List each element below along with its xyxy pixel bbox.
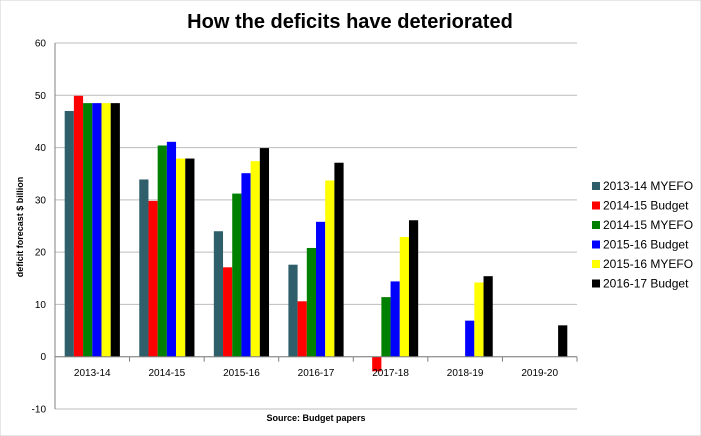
y-tick-label: 50 — [35, 91, 47, 102]
legend-swatch — [592, 201, 600, 210]
legend-swatch — [592, 221, 600, 229]
bar-2015-16-myefo-2013-14 — [101, 103, 111, 357]
x-tick-label: 2017-18 — [372, 368, 409, 379]
bar-2014-15-myefo-2013-14 — [83, 103, 93, 357]
y-tick-label: 10 — [35, 300, 47, 311]
legend-label: 2015-16 Budget — [603, 238, 689, 252]
bar-2015-16-myefo-2018-19 — [474, 282, 484, 357]
x-tick-labels: 2013-14 2014-15 2015-16 2016-17 2017-18 2018-… — [74, 368, 559, 379]
chart-title: How the deficits have deteriorated — [187, 11, 513, 33]
x-tick-label: 2013-14 — [74, 368, 111, 379]
bar-2016-17-budget-2014-15 — [185, 158, 195, 357]
bar-2016-17-budget-2015-16 — [259, 148, 270, 357]
bar-2015-16-myefo-2016-17 — [325, 180, 335, 357]
legend-swatch — [592, 182, 600, 190]
x-tick-label: 2015-16 — [223, 368, 260, 379]
x-axis-title: Source: Budget papers — [266, 413, 365, 423]
x-tick-label: 2018-19 — [447, 368, 484, 379]
bar-2014-15-myefo-2016-17 — [306, 247, 316, 357]
bar-2015-16-budget-2017-18 — [390, 281, 400, 357]
y-tick-label: 40 — [35, 143, 47, 154]
x-tick-label: 2014-15 — [149, 368, 186, 379]
y-tick-label: 20 — [35, 248, 47, 259]
legend-label: 2013-14 MYEFO — [603, 179, 693, 193]
y-tick-label: 60 — [35, 39, 47, 50]
bar-2014-15-budget-2017-18 — [372, 356, 382, 372]
bar-2014-15-budget-2015-16 — [223, 267, 233, 357]
legend-label: 2014-15 MYEFO — [603, 218, 693, 232]
y-tick-label: 30 — [35, 195, 47, 206]
bar-2016-17-budget-2016-17 — [334, 162, 344, 357]
bar-2014-15-myefo-2015-16 — [232, 193, 242, 357]
bar-2013-14-myefo-2016-17 — [288, 264, 298, 357]
bar-2013-14-myefo-2015-16 — [213, 231, 224, 357]
y-tick-label: -10 — [32, 405, 47, 416]
y-tick-labels: -10 0 10 20 30 40 50 60 — [32, 39, 47, 416]
bar-2015-16-budget-2016-17 — [316, 221, 326, 357]
bar-2014-15-budget-2014-15 — [148, 200, 158, 357]
y-tick-label: 0 — [40, 352, 46, 363]
bar-2015-16-budget-2014-15 — [166, 141, 177, 357]
bar-2013-14-myefo-2014-15 — [139, 179, 149, 357]
bar-2016-17-budget-2013-14 — [110, 103, 120, 357]
legend-label: 2014-15 Budget — [603, 199, 689, 213]
bar-2014-15-budget-2016-17 — [297, 301, 307, 357]
bar-2014-15-myefo-2017-18 — [381, 297, 391, 357]
axes — [54, 43, 578, 409]
legend-swatch — [592, 279, 600, 288]
bar-2015-16-myefo-2014-15 — [176, 158, 186, 357]
bars — [64, 95, 568, 372]
bar-2015-16-myefo-2015-16 — [250, 161, 260, 357]
legend: 2013-14 MYEFO 2014-15 Budget 2014-15 MYEFO… — [592, 179, 693, 291]
bar-2014-15-myefo-2014-15 — [157, 145, 167, 357]
bar-2015-16-myefo-2017-18 — [399, 236, 409, 357]
bar-2016-17-budget-2018-19 — [483, 276, 493, 357]
bar-2016-17-budget-2017-18 — [408, 220, 419, 357]
x-tick-label: 2016-17 — [298, 368, 335, 379]
bar-2013-14-myefo-2013-14 — [64, 110, 74, 357]
bar-2015-16-budget-2018-19 — [465, 320, 475, 357]
x-tick-label: 2019-20 — [521, 368, 558, 379]
legend-swatch — [592, 260, 600, 268]
bar-2014-15-budget-2013-14 — [73, 95, 84, 357]
y-axis-title: deficit forecast $ billion — [15, 177, 25, 278]
legend-label: 2015-16 MYEFO — [603, 257, 693, 271]
bar-2015-16-budget-2013-14 — [92, 103, 102, 357]
legend-label: 2016-17 Budget — [603, 277, 689, 291]
legend-swatch — [592, 240, 600, 249]
bar-2015-16-budget-2015-16 — [241, 173, 251, 357]
bar-2016-17-budget-2019-20 — [558, 325, 568, 357]
